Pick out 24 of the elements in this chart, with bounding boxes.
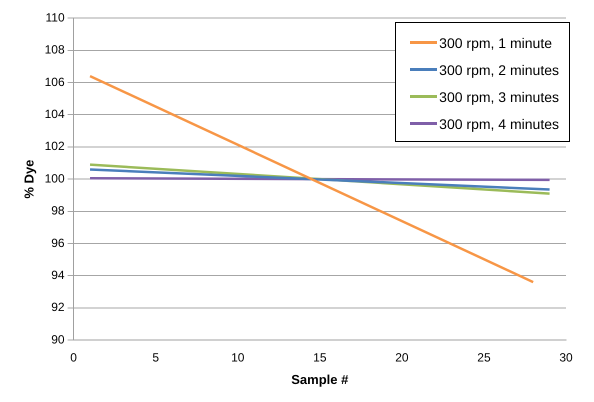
x-tick-label: 5 bbox=[152, 350, 160, 365]
y-tick-label: 100 bbox=[44, 171, 65, 186]
x-tick-label: 30 bbox=[559, 350, 573, 365]
legend-label: 300 rpm, 3 minutes bbox=[439, 88, 559, 104]
y-tick-label: 106 bbox=[44, 74, 65, 89]
y-tick-label: 90 bbox=[51, 332, 65, 346]
y-tick-label: 94 bbox=[51, 268, 65, 282]
y-tick-label: 98 bbox=[51, 204, 65, 218]
x-tick-label: 15 bbox=[313, 350, 327, 365]
y-axis-title: % Dye bbox=[21, 160, 36, 199]
x-axis-title: Sample # bbox=[291, 372, 350, 387]
legend-label: 300 rpm, 1 minute bbox=[439, 34, 552, 50]
x-tick-label: 10 bbox=[231, 350, 245, 365]
legend-label: 300 rpm, 2 minutes bbox=[439, 62, 559, 78]
y-tick-label: 92 bbox=[51, 300, 65, 314]
y-tick-label: 110 bbox=[45, 10, 65, 25]
legend-label: 300 rpm, 4 minutes bbox=[439, 116, 559, 132]
x-tick-label: 25 bbox=[477, 350, 491, 365]
x-tick-label: 0 bbox=[70, 350, 78, 365]
y-tick-label: 104 bbox=[44, 107, 65, 122]
y-tick-label: 102 bbox=[44, 139, 65, 154]
y-tick-label: 96 bbox=[51, 236, 65, 250]
x-tick-label: 20 bbox=[395, 350, 409, 365]
y-tick-label: 108 bbox=[44, 42, 65, 57]
